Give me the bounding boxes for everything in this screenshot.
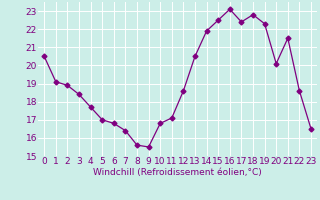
X-axis label: Windchill (Refroidissement éolien,°C): Windchill (Refroidissement éolien,°C) xyxy=(93,168,262,177)
